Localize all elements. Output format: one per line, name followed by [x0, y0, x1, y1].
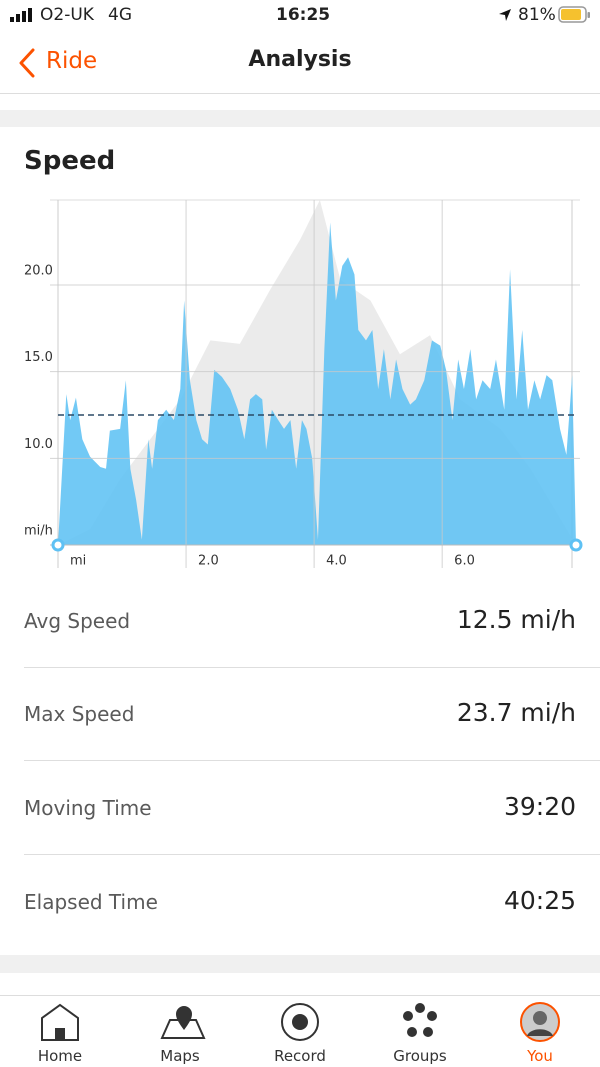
section-gap [0, 110, 600, 127]
y-tick-label: 20.0 [24, 263, 53, 278]
home-icon [41, 1003, 79, 1041]
y-tick-label: 15.0 [24, 350, 53, 365]
record-icon [281, 1003, 319, 1041]
carrier: O2-UK [40, 5, 94, 25]
tab-maps[interactable]: Maps [120, 1000, 240, 1067]
back-label: Ride [46, 48, 98, 74]
row-divider [24, 760, 600, 761]
stat-value: 40:25 [503, 886, 576, 915]
nav-title: Analysis [248, 47, 352, 72]
groups-icon [403, 1003, 437, 1037]
tab-label: Groups [393, 1047, 447, 1065]
battery-icon [558, 6, 590, 23]
signal-icon [10, 8, 32, 22]
x-unit-label: mi [70, 554, 86, 569]
section-title: Speed [24, 146, 116, 176]
row-divider [24, 667, 600, 668]
battery-percent: 81% [518, 5, 556, 25]
x-tick-label: 6.0 [454, 554, 475, 569]
back-chevron [19, 48, 35, 78]
stat-label: Moving Time [24, 796, 152, 820]
tab-label: Maps [160, 1047, 200, 1065]
range-handle [569, 538, 583, 552]
tab-record[interactable]: Record [240, 1000, 360, 1067]
status-bar: O2-UK 4G 16:25 81% [0, 0, 600, 30]
tab-groups[interactable]: Groups [360, 1000, 480, 1067]
nav-divider [0, 93, 600, 94]
stat-value: 39:20 [503, 792, 576, 821]
tab-divider [0, 995, 600, 996]
network: 4G [108, 5, 132, 25]
y-unit-label: mi/h [24, 524, 53, 539]
stat-value: 12.5 mi/h [456, 605, 576, 634]
maps-icon [160, 1006, 206, 1039]
tab-home[interactable]: Home [0, 1000, 120, 1067]
speed-area [58, 222, 576, 545]
stat-label: Elapsed Time [24, 890, 158, 914]
avatar [520, 1002, 560, 1042]
stat-label: Max Speed [24, 702, 135, 726]
section-gap [0, 955, 600, 973]
tab-you[interactable]: You [480, 1000, 600, 1067]
stat-label: Avg Speed [24, 609, 131, 633]
x-tick-label: 2.0 [198, 554, 219, 569]
clock: 16:25 [276, 5, 331, 25]
back-button[interactable]: Ride [18, 46, 118, 80]
location-icon [499, 9, 511, 21]
stat-value: 23.7 mi/h [456, 698, 576, 727]
range-handle [51, 538, 65, 552]
x-tick-label: 4.0 [326, 554, 347, 569]
tab-label: Record [274, 1047, 326, 1065]
tab-label: You [527, 1047, 553, 1065]
row-divider [24, 854, 600, 855]
y-tick-label: 10.0 [24, 437, 53, 452]
speed-chart: 10.0 15.0 20.0 2.0 4.0 6.0 mi/h mi [24, 199, 583, 569]
tab-label: Home [37, 1047, 83, 1065]
